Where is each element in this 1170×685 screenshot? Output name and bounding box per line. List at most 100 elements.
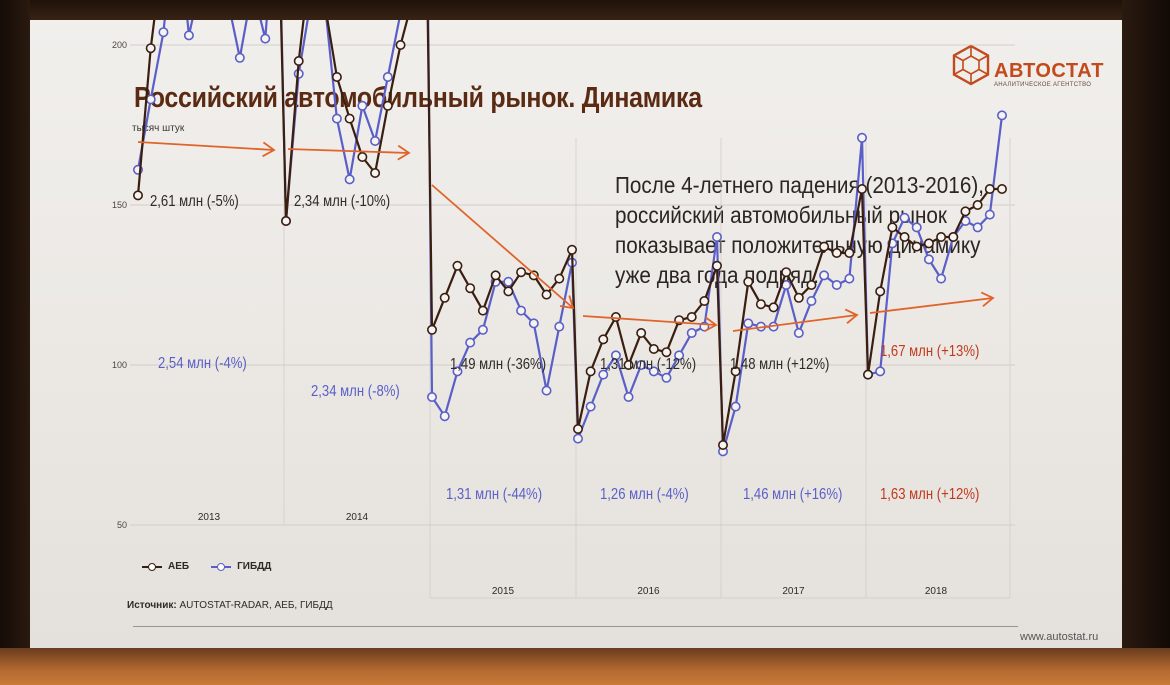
- y-tick-label: 100: [112, 360, 127, 370]
- data-point-aeb: [503, 286, 514, 297]
- data-point-gibdd: [158, 27, 169, 38]
- year-label: 2015: [492, 586, 515, 597]
- data-point-gibdd: [743, 318, 754, 329]
- data-point-aeb: [948, 232, 959, 243]
- summary-label-gibdd: 2,54 млн (-4%): [158, 355, 247, 372]
- data-point-aeb: [465, 283, 476, 294]
- year-label: 2016: [637, 586, 660, 597]
- data-point-gibdd: [260, 33, 271, 44]
- data-point-aeb: [572, 423, 583, 434]
- data-point-gibdd: [936, 273, 947, 284]
- data-point-gibdd: [972, 222, 983, 233]
- data-point-aeb: [793, 292, 804, 303]
- logo-hexagon-icon: [952, 44, 990, 86]
- data-point-aeb: [911, 241, 922, 252]
- website-link[interactable]: www.autostat.ru: [1020, 631, 1099, 643]
- legend-item-gibdd: ГИБДД: [211, 561, 271, 572]
- data-point-gibdd: [452, 366, 463, 377]
- data-point-gibdd: [585, 401, 596, 412]
- data-point-gibdd: [528, 318, 539, 329]
- data-point-gibdd: [711, 232, 722, 243]
- summary-label-aeb: 1,31 млн (-12%): [600, 356, 696, 373]
- data-point-gibdd: [598, 369, 609, 380]
- summary-label-aeb: 1,67 млн (+13%): [880, 343, 979, 360]
- data-point-aeb: [395, 39, 406, 50]
- data-point-gibdd: [610, 350, 621, 361]
- summary-label-gibdd: 1,31 млн (-44%): [446, 486, 542, 503]
- data-point-aeb: [717, 439, 728, 450]
- data-point-aeb: [439, 292, 450, 303]
- data-point-aeb: [426, 324, 437, 335]
- data-point-gibdd: [856, 132, 867, 143]
- data-point-gibdd: [661, 372, 672, 383]
- data-point-aeb: [936, 232, 947, 243]
- data-point-aeb: [996, 184, 1007, 195]
- source-label: Источник:: [127, 600, 177, 611]
- data-point-gibdd: [806, 295, 817, 306]
- legend-swatch-aeb: [142, 562, 162, 572]
- data-point-gibdd: [465, 337, 476, 348]
- data-point-aeb: [648, 343, 659, 354]
- data-point-gibdd: [730, 401, 741, 412]
- data-point-gibdd: [382, 71, 393, 82]
- trend-arrow-line: [869, 297, 994, 314]
- trend-arrow-line: [732, 314, 858, 332]
- trend-arrowhead-icon: [704, 316, 718, 333]
- data-point-aeb: [887, 222, 898, 233]
- data-point-aeb: [477, 305, 488, 316]
- data-point-gibdd: [477, 324, 488, 335]
- data-point-aeb: [768, 302, 779, 313]
- summary-label-aeb: 2,34 млн (-10%): [294, 193, 390, 210]
- summary-label-aeb: 1,49 млн (-36%): [450, 356, 546, 373]
- slide-title: Российский автомобильный рынок. Динамика: [134, 82, 702, 114]
- data-point-gibdd: [923, 254, 934, 265]
- source-note: Источник: AUTOSTAT-RADAR, АЕБ, ГИБДД: [127, 600, 333, 611]
- data-point-gibdd: [145, 94, 156, 105]
- summary-label-gibdd: 1,26 млн (-4%): [600, 486, 689, 503]
- data-point-aeb: [923, 238, 934, 249]
- legend-label-gibdd: ГИБДД: [237, 561, 272, 572]
- summary-label-gibdd: 2,34 млн (-8%): [311, 383, 400, 400]
- data-point-aeb: [781, 267, 792, 278]
- data-point-gibdd: [996, 110, 1007, 121]
- year-label: 2017: [782, 586, 805, 597]
- data-point-aeb: [133, 190, 144, 201]
- summary-label-gibdd: 1,46 млн (+16%): [743, 486, 842, 503]
- summary-label-aeb: 2,61 млн (-5%): [150, 193, 239, 210]
- data-point-gibdd: [426, 391, 437, 402]
- data-point-aeb: [516, 267, 527, 278]
- legend-item-aeb: АЕБ: [142, 561, 189, 572]
- stage-floor: [0, 648, 1170, 685]
- data-point-gibdd: [819, 270, 830, 281]
- data-point-aeb: [585, 366, 596, 377]
- presentation-slide: Российский автомобильный рынок. Динамика…: [30, 20, 1122, 648]
- data-point-gibdd: [875, 366, 886, 377]
- trend-arrow-line: [137, 141, 275, 151]
- data-point-aeb: [452, 260, 463, 271]
- screen-frame-left: [0, 0, 30, 685]
- data-point-aeb: [554, 273, 565, 284]
- trend-arrow-line: [287, 148, 410, 154]
- series-line-gibdd: [136, 20, 1004, 453]
- data-point-aeb: [598, 334, 609, 345]
- data-point-gibdd: [686, 327, 697, 338]
- legend-swatch-gibdd: [211, 562, 232, 572]
- data-point-gibdd: [554, 321, 565, 332]
- summary-label-aeb: 1,48 млн (+12%): [730, 356, 829, 373]
- data-point-gibdd: [648, 366, 659, 377]
- data-point-aeb: [357, 152, 368, 163]
- logo-subtitle: АНАЛИТИЧЕСКОЕ АГЕНТСТВО: [994, 82, 1092, 88]
- data-point-gibdd: [623, 391, 634, 402]
- year-label: 2013: [198, 512, 221, 523]
- data-point-aeb: [623, 359, 634, 370]
- trend-arrowhead-icon: [844, 308, 859, 325]
- data-point-aeb: [699, 295, 710, 306]
- data-point-gibdd: [516, 305, 527, 316]
- data-point-aeb: [686, 311, 697, 322]
- data-point-gibdd: [844, 273, 855, 284]
- data-point-aeb: [281, 216, 292, 227]
- data-point-aeb: [862, 369, 873, 380]
- data-point-aeb: [743, 276, 754, 287]
- y-tick-label: 150: [112, 200, 127, 210]
- data-point-aeb: [145, 43, 156, 54]
